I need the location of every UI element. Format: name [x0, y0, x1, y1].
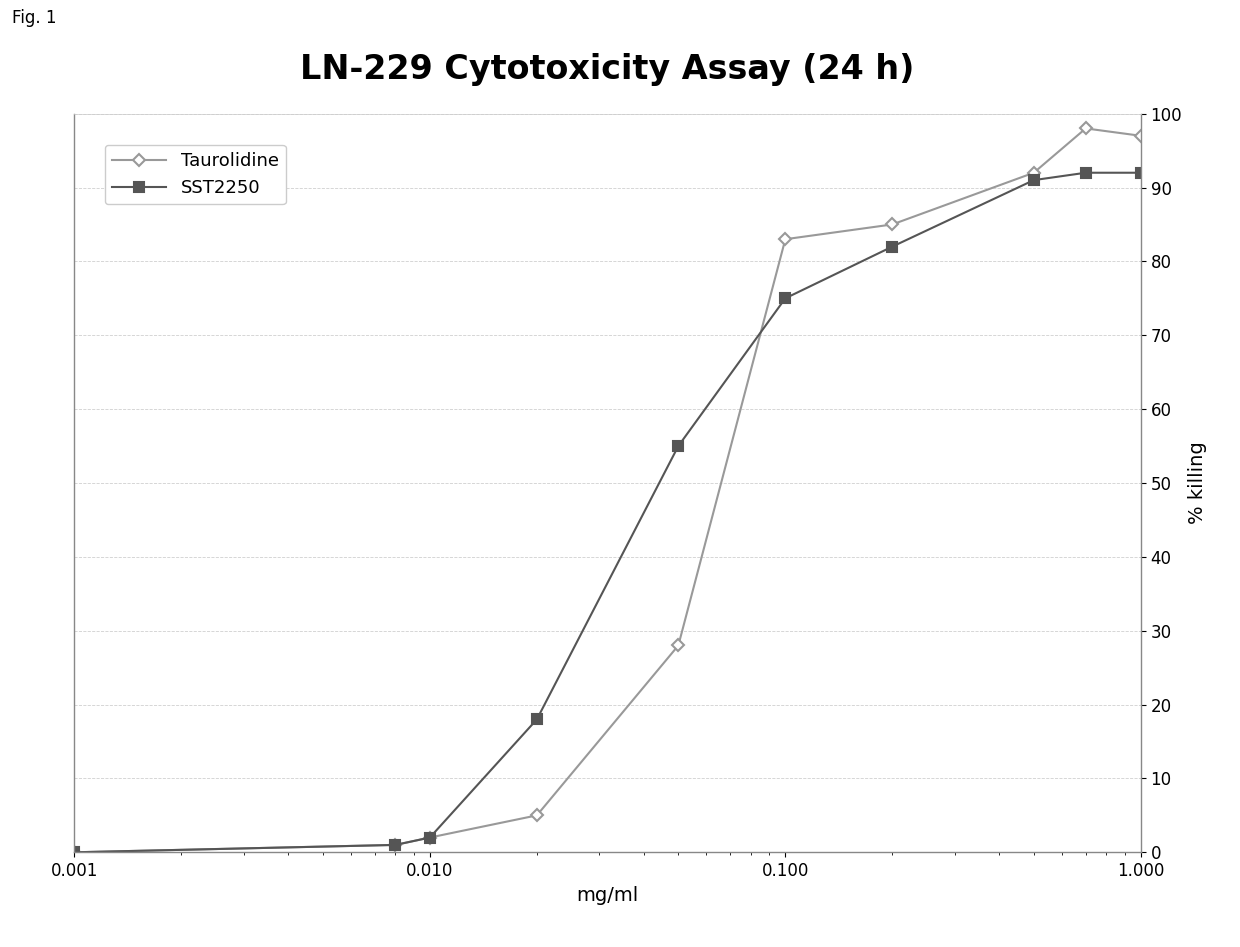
Taurolidine [1079, 123, 1094, 134]
SST2250 [671, 440, 686, 452]
SST2250 [777, 293, 792, 304]
Taurolidine [67, 847, 82, 858]
SST2250 [529, 714, 544, 725]
SST2250 [67, 847, 82, 858]
SST2250 [1079, 167, 1094, 178]
Taurolidine [885, 219, 900, 230]
Taurolidine [529, 810, 544, 821]
Y-axis label: % killing: % killing [1188, 441, 1207, 525]
Line: Taurolidine: Taurolidine [71, 124, 1145, 856]
SST2250 [388, 839, 403, 850]
Taurolidine [1133, 130, 1148, 141]
Taurolidine [423, 831, 438, 843]
Taurolidine [1027, 167, 1042, 178]
Title: LN-229 Cytotoxicity Assay (24 h): LN-229 Cytotoxicity Assay (24 h) [300, 53, 915, 86]
Taurolidine [671, 640, 686, 652]
Line: SST2250: SST2250 [69, 168, 1146, 857]
Text: Fig. 1: Fig. 1 [12, 9, 57, 27]
Taurolidine [388, 839, 403, 850]
SST2250 [1027, 174, 1042, 186]
X-axis label: mg/ml: mg/ml [577, 885, 639, 904]
SST2250 [1133, 167, 1148, 178]
SST2250 [423, 831, 438, 843]
Taurolidine [777, 234, 792, 245]
SST2250 [885, 241, 900, 252]
Legend: Taurolidine, SST2250: Taurolidine, SST2250 [104, 145, 285, 205]
